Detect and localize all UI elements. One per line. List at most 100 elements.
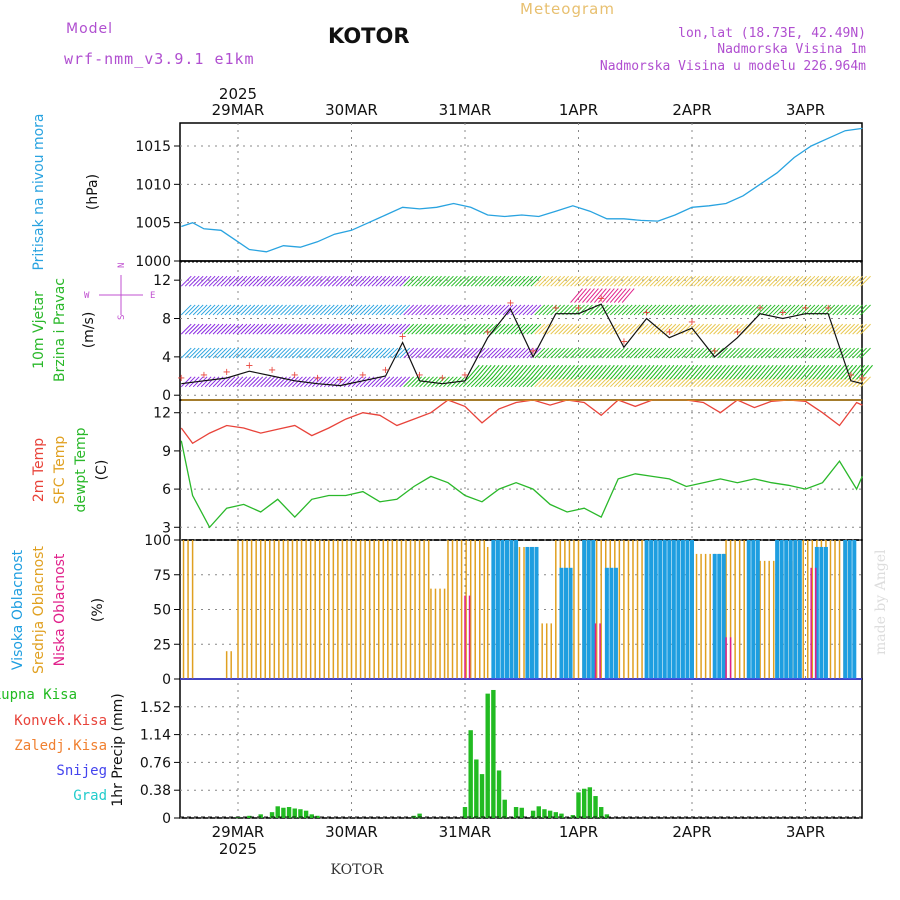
wind-barb [224, 376, 236, 388]
wind-barb [780, 304, 792, 316]
bottom-day-label: 30MAR [325, 823, 378, 841]
wind-barb [387, 376, 399, 388]
top-day-label: 1APR [559, 101, 598, 119]
wind-barb [617, 347, 629, 359]
wind-barb [768, 323, 780, 335]
wind-barb [725, 304, 736, 316]
wind-barb [371, 376, 383, 388]
wind-barb [689, 364, 703, 380]
y-tick-labels: 10001005101010150481236912025507510000.3… [135, 139, 180, 827]
wind-barb [304, 304, 315, 316]
wind-barb [752, 364, 766, 380]
y-tick-label: 25 [153, 637, 171, 653]
precip-bar [474, 759, 479, 818]
wind-barb [756, 275, 768, 287]
wind-barb [522, 364, 536, 380]
precip-bar [547, 810, 553, 818]
wind-barb [395, 323, 407, 335]
wind-barb [613, 275, 625, 287]
wind-barb [335, 323, 347, 335]
wind-barb [367, 323, 379, 335]
wind-barb [308, 304, 319, 316]
high-cloud-bar [823, 546, 828, 679]
wind-barb [502, 347, 514, 359]
wind-barb [792, 364, 806, 380]
wind-barb [264, 376, 276, 388]
wind-barb [323, 376, 335, 388]
wind-barb [669, 275, 681, 287]
wind-barb [780, 323, 792, 335]
wind-barb [403, 275, 415, 287]
precip-bar [519, 807, 524, 818]
wind-barb [236, 323, 248, 335]
wind-barb [347, 347, 359, 359]
precip-bar [258, 814, 263, 818]
wind-barb [844, 275, 856, 287]
wind-barb [288, 275, 299, 287]
wind-barb [860, 304, 871, 316]
wind-barb [601, 364, 615, 380]
wind-barb [506, 304, 518, 316]
wind-barb [248, 323, 260, 335]
wind-barb [586, 364, 599, 380]
wind-barb [196, 275, 208, 287]
wind-barb [244, 304, 256, 316]
wind-barb [609, 323, 621, 335]
wind-barb [327, 347, 339, 359]
wind-barb [180, 304, 192, 316]
y-tick-label: 1010 [135, 177, 171, 193]
wind-barb [375, 304, 387, 316]
wind-barb [244, 275, 256, 287]
wind-barb [780, 364, 794, 380]
wind-barb [478, 275, 490, 287]
wind-barb [216, 323, 228, 335]
wind-barb [713, 304, 724, 316]
wind-barb [323, 347, 335, 359]
wind-barb [292, 275, 303, 287]
wind-barb [764, 275, 776, 287]
top-day-label: 2APR [672, 101, 711, 119]
wind-barb [395, 347, 407, 359]
wind-barb [550, 347, 562, 359]
wind-barb [498, 347, 510, 359]
wind-barb [697, 304, 709, 316]
high-cloud-bar [586, 540, 591, 679]
wind-barb [292, 304, 303, 316]
wind-barb [391, 376, 403, 388]
wind-barb [236, 304, 248, 316]
high-cloud-bar [658, 540, 663, 679]
wind-barb [343, 347, 355, 359]
wind-barb [220, 347, 232, 359]
wind-barb [514, 364, 528, 380]
wind-barb [435, 323, 446, 335]
wind-barb [764, 304, 776, 316]
wind-barb [725, 323, 736, 335]
wind-barb [311, 376, 323, 388]
wind-barb [740, 364, 754, 380]
wind-barb [653, 347, 665, 359]
wind-barb [391, 304, 403, 316]
wind-barb [649, 304, 661, 316]
ylabel-pressure-unit: (hPa) [85, 174, 101, 210]
wind-barb [304, 347, 315, 359]
wind-barb [598, 347, 609, 359]
wind-barb [439, 376, 450, 388]
wind-barb [705, 275, 716, 287]
wind-barb [212, 323, 224, 335]
wind-barb [490, 364, 504, 380]
wind-barb [637, 275, 649, 287]
wind-barb [796, 304, 808, 316]
wind-barb [721, 364, 734, 380]
wind-barb [411, 275, 423, 287]
wind-barb [431, 376, 442, 388]
wind-barb [613, 288, 627, 303]
high-cloud-bar [793, 540, 798, 679]
wind-barb [784, 275, 796, 287]
ylabel-sfctemp: SFC Temp [52, 436, 68, 505]
wind-barb [359, 275, 371, 287]
wind-barb [506, 364, 520, 380]
compass-w: W [84, 291, 90, 301]
wind-barb [502, 275, 514, 287]
wind-barb [729, 304, 740, 316]
wind-barb [510, 275, 522, 287]
